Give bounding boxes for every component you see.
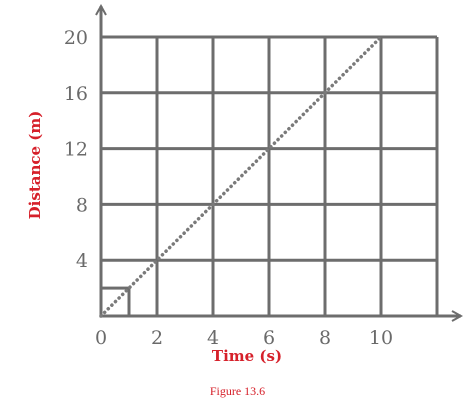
x-tick-label: 6 bbox=[263, 327, 275, 349]
series-line bbox=[99, 35, 383, 318]
x-tick-label: 0 bbox=[95, 327, 107, 349]
x-tick-label: 8 bbox=[319, 327, 331, 349]
y-tick-label: 8 bbox=[76, 194, 88, 216]
y-axis-label: Distance (m) bbox=[26, 111, 44, 220]
annotations bbox=[99, 286, 131, 318]
x-tick-label: 10 bbox=[369, 327, 393, 349]
y-tick-label: 4 bbox=[76, 250, 88, 272]
x-tick-label: 4 bbox=[207, 327, 219, 349]
x-tick-label: 2 bbox=[151, 327, 163, 349]
y-tick-label: 16 bbox=[64, 83, 88, 105]
y-tick-label: 12 bbox=[64, 139, 88, 161]
axes bbox=[101, 6, 461, 316]
y-tick-label: 20 bbox=[64, 27, 88, 49]
series bbox=[99, 35, 383, 318]
figure-caption: Figure 13.6 bbox=[209, 384, 266, 398]
grid bbox=[101, 35, 439, 316]
annotation-rectangle bbox=[99, 286, 131, 318]
x-axis-label: Time (s) bbox=[212, 347, 282, 365]
tick-labels: 0 2 4 6 8 10 4 8 12 16 20 bbox=[64, 27, 393, 349]
